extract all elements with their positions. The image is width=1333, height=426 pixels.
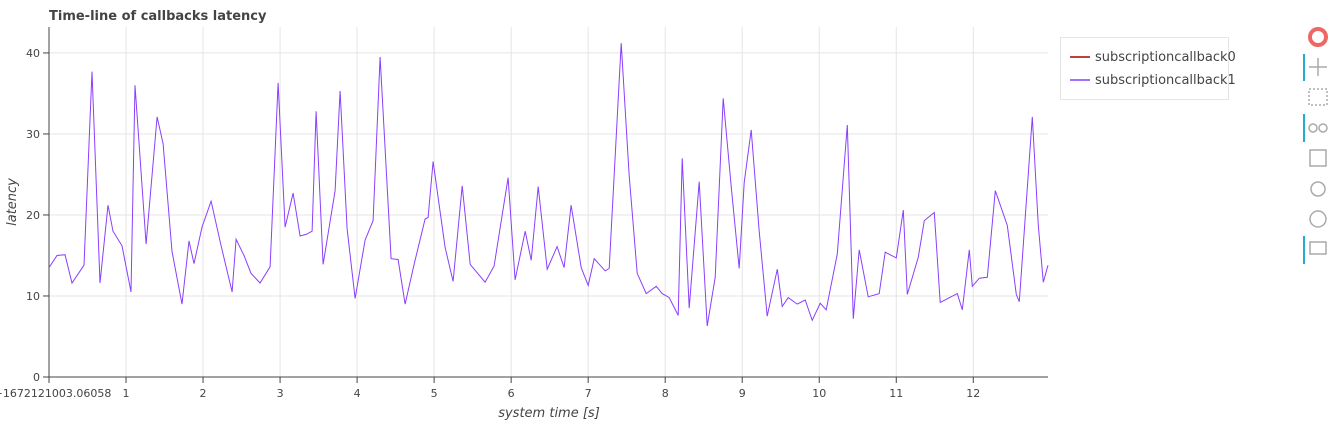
- legend-items: subscriptioncallback0 subscriptioncallbac…: [1070, 50, 1236, 88]
- grid: 0102030400+1672121003.060581234567891011…: [0, 27, 1048, 400]
- save-tool[interactable]: [1309, 149, 1327, 167]
- box-zoom-tool[interactable]: [1308, 88, 1328, 106]
- help-tool[interactable]: [1309, 210, 1327, 228]
- pan-tool[interactable]: [1309, 58, 1327, 76]
- x-tick-label: 3: [277, 387, 284, 400]
- x-tick-label: 1: [123, 387, 130, 400]
- series-line: [48, 43, 1049, 327]
- x-tick-label: 10: [812, 387, 826, 400]
- x-tick-label: 4: [354, 387, 361, 400]
- reset-tool[interactable]: [1310, 181, 1326, 197]
- bokeh-logo[interactable]: [1308, 27, 1328, 47]
- hover-tool[interactable]: [1309, 241, 1327, 255]
- wheel-zoom-tool[interactable]: [1308, 123, 1318, 133]
- y-tick-label: 0: [33, 371, 40, 384]
- legend: [1060, 37, 1229, 100]
- x-tick-label: 6: [508, 387, 515, 400]
- y-tick-label: 10: [26, 290, 40, 303]
- x-tick-label: 12: [966, 387, 980, 400]
- x-tick-label: 7: [585, 387, 592, 400]
- chart-title: Time-line of callbacks latency: [49, 9, 267, 24]
- x-tick-label: 0+1672121003.06058: [0, 387, 111, 400]
- x-tick-label: 9: [739, 387, 746, 400]
- legend-label: subscriptioncallback0: [1095, 50, 1236, 65]
- x-tick-label: 11: [889, 387, 903, 400]
- legend-label: subscriptioncallback1: [1095, 73, 1236, 88]
- toolbar: [1303, 27, 1328, 264]
- plot-area: [48, 43, 1049, 327]
- y-tick-label: 40: [26, 47, 40, 60]
- x-tick-label: 5: [431, 387, 438, 400]
- x-axis-label: system time [s]: [498, 406, 600, 421]
- x-tick-label: 2: [200, 387, 207, 400]
- y-tick-label: 20: [26, 209, 40, 222]
- y-tick-label: 30: [26, 128, 40, 141]
- y-axis-label: latency: [5, 178, 20, 226]
- x-tick-label: 8: [662, 387, 669, 400]
